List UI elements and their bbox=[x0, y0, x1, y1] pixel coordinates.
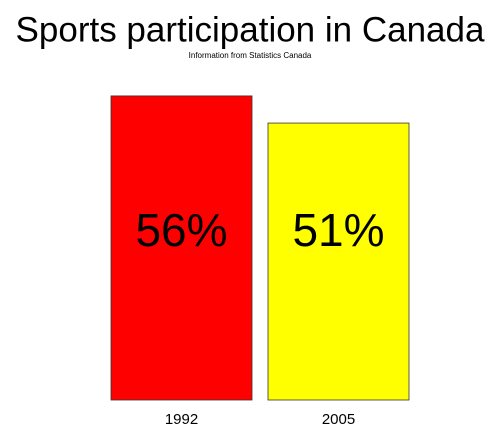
chart-title: Sports participation in Canada bbox=[16, 10, 485, 49]
value-label: 51% bbox=[292, 204, 384, 256]
x-tick-label: 1992 bbox=[165, 411, 198, 428]
bar bbox=[110, 95, 253, 401]
x-tick-label: 2005 bbox=[322, 411, 355, 428]
bar bbox=[267, 122, 410, 401]
value-label: 56% bbox=[135, 204, 227, 256]
chart-subtitle: Information from Statistics Canada bbox=[189, 51, 312, 60]
